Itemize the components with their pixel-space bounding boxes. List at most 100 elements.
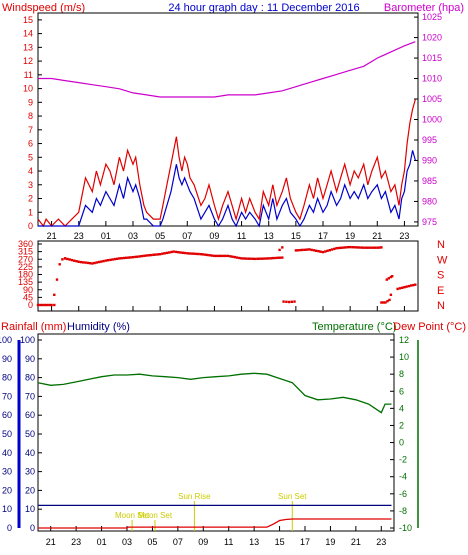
- astro-marker-label: Moon Set: [138, 511, 173, 520]
- direction-point: [109, 258, 112, 262]
- wind-hour-tick-label: 17: [318, 231, 328, 241]
- humidity-axis-label: Humidity (%): [67, 321, 130, 333]
- direction-point: [204, 253, 207, 256]
- direction-point: [317, 250, 320, 253]
- direction-point: [369, 246, 372, 249]
- direction-degree-label: 315: [18, 247, 33, 257]
- barometer-tick-label: 995: [422, 135, 437, 145]
- rain-hour-tick-label: 19: [325, 537, 335, 547]
- wind-hour-tick-label: 07: [182, 231, 192, 241]
- temperature-tick-label: 2: [399, 420, 404, 430]
- humidity-tick-label: 20: [25, 485, 35, 495]
- wind-hour-tick-label: 01: [101, 231, 111, 241]
- direction-point: [412, 283, 415, 287]
- direction-point: [344, 246, 347, 249]
- direction-point: [321, 250, 325, 254]
- barometer-tick-label: 1005: [422, 94, 442, 104]
- windspeed-tick-label: 7: [28, 125, 33, 135]
- direction-point: [296, 249, 300, 252]
- direction-point: [258, 257, 261, 260]
- direction-point: [240, 257, 243, 260]
- direction-point: [45, 303, 49, 307]
- direction-point: [192, 252, 196, 255]
- direction-point: [106, 259, 110, 262]
- humidity-tick-label: 80: [25, 373, 35, 383]
- rainfall-tick-label: 90: [2, 354, 12, 364]
- direction-point: [152, 253, 155, 256]
- direction-point: [386, 300, 389, 303]
- wind-hour-tick-label: 21: [47, 231, 57, 241]
- barometer-tick-label: 1010: [422, 74, 442, 84]
- barometer-tick-label: 990: [422, 155, 437, 165]
- wind-hour-tick-labels: 21 23 01 03 05 07 09 11 13 15 17 19 21 23: [47, 231, 410, 241]
- direction-degree-label: 90: [23, 285, 33, 295]
- humidity-tick-labels: 0 10 20 30 40 50 60 70 80 90 100: [20, 335, 35, 533]
- windspeed-tick-label: 0: [28, 221, 33, 231]
- direction-point: [211, 254, 214, 257]
- direction-point: [82, 261, 85, 264]
- direction-point: [226, 254, 230, 258]
- windspeed-tick-label: 3: [28, 180, 33, 190]
- rainfall-tick-label: 30: [2, 467, 12, 477]
- direction-point: [84, 261, 87, 264]
- direction-point: [385, 278, 388, 281]
- direction-point: [263, 257, 266, 260]
- direction-point: [269, 257, 273, 260]
- temperature-tick-label: -6: [399, 489, 407, 499]
- wind-hour-tick-label: 19: [345, 231, 355, 241]
- direction-point: [215, 254, 218, 258]
- direction-point: [183, 251, 187, 255]
- direction-point: [380, 246, 383, 249]
- direction-point: [351, 246, 354, 249]
- temperature-tick-label: 10: [399, 352, 409, 362]
- direction-degree-label: 135: [18, 277, 33, 287]
- direction-point: [253, 257, 257, 261]
- direction-point: [143, 254, 146, 257]
- direction-point: [206, 253, 209, 257]
- windspeed-tick-label: 6: [28, 139, 33, 149]
- temperature-tick-label: 8: [399, 369, 404, 379]
- direction-degree-label: 180: [18, 270, 33, 280]
- windspeed-tick-label: 9: [28, 97, 33, 107]
- humidity-tick-label: 0: [30, 523, 35, 533]
- temperature-tick-label: 4: [399, 403, 404, 413]
- direction-point: [53, 303, 56, 307]
- direction-point: [231, 255, 234, 258]
- direction-point: [104, 259, 108, 262]
- direction-point: [201, 253, 205, 256]
- direction-point: [86, 261, 89, 265]
- dewpoint-axis-label: Dew Point (°C): [393, 321, 466, 333]
- direction-point: [116, 257, 119, 260]
- direction-point: [174, 250, 178, 254]
- direction-point: [172, 250, 175, 253]
- direction-point: [88, 262, 92, 265]
- rain-hour-tick-label: 01: [97, 537, 107, 547]
- barometer-line: [38, 41, 416, 98]
- humidity-tick-label: 60: [25, 410, 35, 420]
- barometer-tick-label: 980: [422, 196, 437, 206]
- rain-hour-tick-label: 13: [249, 537, 259, 547]
- direction-point: [367, 246, 370, 249]
- direction-point: [278, 248, 281, 252]
- direction-point: [170, 250, 173, 254]
- direction-point: [120, 257, 123, 260]
- windspeed-tick-label: 5: [28, 152, 33, 162]
- rainfall-tick-labels: 0 10 20 30 40 50 60 70 80 90 100: [0, 335, 12, 533]
- temperature-tick-label: 0: [399, 438, 404, 448]
- temperature-tick-label: -2: [399, 455, 407, 465]
- direction-point: [407, 284, 411, 288]
- direction-point: [251, 257, 255, 260]
- temperature-tick-label: -10: [399, 523, 412, 533]
- temperature-axis-label: Temperature (°C): [312, 321, 396, 333]
- wind-hour-tick-label: 21: [372, 231, 382, 241]
- direction-point: [303, 248, 307, 251]
- direction-point: [224, 254, 227, 258]
- direction-point: [50, 303, 53, 307]
- wind-barometer-panel: Windspeed (m/s) 24 hour graph day : 11 D…: [2, 2, 464, 241]
- temperature-tick-labels: 12 10 8 6 4 2 0 -2 -4 -6 -8 -10: [399, 335, 412, 533]
- direction-point: [63, 257, 67, 260]
- direction-point: [319, 250, 322, 253]
